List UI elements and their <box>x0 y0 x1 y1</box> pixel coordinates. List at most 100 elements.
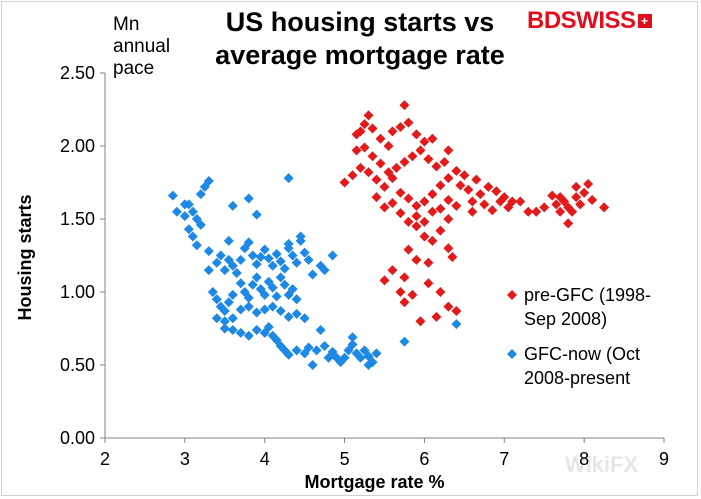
gfc-now-point <box>227 200 238 211</box>
gfc-now-point <box>255 251 266 262</box>
y-tick-label: 2.50 <box>60 63 95 83</box>
pre-gfc-point <box>363 167 374 178</box>
legend-marker <box>507 290 517 300</box>
gfc-now-point <box>287 250 298 261</box>
pre-gfc-point <box>443 173 454 184</box>
pre-gfc-point <box>403 193 414 204</box>
gfc-now-point <box>243 292 254 303</box>
gfc-now-point <box>167 190 178 201</box>
x-tick-label: 2 <box>100 449 110 469</box>
gfc-now-point <box>211 313 222 324</box>
pre-gfc-point <box>427 189 438 200</box>
pre-gfc-point <box>399 297 410 308</box>
pre-gfc-point <box>599 202 610 213</box>
pre-gfc-point <box>555 206 566 217</box>
legend-label: Sep 2008) <box>524 309 607 329</box>
pre-gfc-point <box>471 174 482 185</box>
chart-title-line-1: US housing starts vs <box>225 7 495 37</box>
gfc-now-point <box>251 324 262 335</box>
gfc-now-point <box>259 244 270 255</box>
pre-gfc-point <box>367 123 378 134</box>
x-tick-label: 3 <box>180 449 190 469</box>
gfc-now-point <box>267 301 278 312</box>
pre-gfc-point <box>435 287 446 297</box>
pre-gfc-point <box>575 199 586 210</box>
pre-gfc-point <box>443 214 454 224</box>
legend: pre-GFC (1998- Sep 2008) GFC-now (Oct 2008-… <box>507 285 651 388</box>
pre-gfc-point <box>379 275 390 286</box>
pre-gfc-point <box>383 141 394 151</box>
pre-gfc-point <box>403 117 414 128</box>
gfc-now-point <box>263 253 274 264</box>
x-tick-label: 4 <box>260 449 270 469</box>
y-unit-line-1: Mn <box>113 14 140 35</box>
legend-label: pre-GFC (1998- <box>524 285 651 305</box>
pre-gfc-point <box>435 203 446 214</box>
gfc-now-point <box>283 349 294 360</box>
brand-logo: BDSWISS + <box>527 7 652 34</box>
gfc-now-point <box>179 211 190 222</box>
legend-marker <box>507 349 517 359</box>
pre-gfc-point <box>399 272 410 283</box>
pre-gfc-point <box>567 206 578 217</box>
pre-gfc-point <box>375 158 386 169</box>
gfc-now-point <box>347 332 358 343</box>
pre-gfc-point <box>403 216 414 227</box>
gfc-now-point <box>195 219 206 230</box>
gfc-now-point <box>291 257 302 268</box>
plus-icon: + <box>637 14 652 28</box>
gfc-now-point <box>187 206 198 217</box>
gfc-now-point <box>183 224 194 235</box>
pre-gfc-point <box>531 206 542 217</box>
gfc-now-point <box>219 316 230 327</box>
pre-gfc-point <box>439 157 450 168</box>
pre-gfc-point <box>459 170 470 181</box>
y-unit-line-3: pace <box>113 58 155 79</box>
pre-gfc-point <box>347 170 358 181</box>
gfc-now-point <box>187 231 198 242</box>
gfc-now-point <box>283 173 294 184</box>
gfc-now-point <box>191 240 202 251</box>
gfc-now-point <box>203 246 214 257</box>
data-points <box>167 100 610 370</box>
gfc-now-point <box>275 272 286 283</box>
gfc-now-point <box>231 268 242 279</box>
pre-gfc-point <box>399 157 410 168</box>
gfc-now-point <box>299 313 310 324</box>
y-unit-line-2: annual <box>113 36 171 57</box>
gfc-now-point <box>247 279 258 290</box>
pre-gfc-point <box>363 110 374 121</box>
axes: 0.00 0.50 1.00 1.50 2.00 2.50 2 3 4 5 6 7 8 9 <box>60 63 669 469</box>
pre-gfc-point <box>443 145 454 156</box>
gfc-now-point <box>279 263 290 274</box>
gfc-now-point <box>227 289 238 300</box>
gfc-now-point <box>243 301 254 312</box>
gfc-now-point <box>283 311 294 322</box>
pre-gfc-point <box>451 305 462 316</box>
pre-gfc-point <box>403 244 414 255</box>
pre-gfc-point <box>415 316 426 327</box>
pre-gfc-point <box>339 177 350 188</box>
gfc-now-point <box>271 249 282 260</box>
legend-label: GFC-now (Oct <box>524 344 640 364</box>
pre-gfc-point <box>411 200 422 211</box>
gfc-now-point <box>339 352 350 363</box>
gfc-now-point <box>179 199 190 210</box>
gfc-now-point <box>355 352 366 363</box>
pre-gfc-point <box>451 200 462 211</box>
pre-gfc-point <box>367 151 378 162</box>
gfc-now-point <box>267 282 278 293</box>
y-tick-label: 1.00 <box>60 282 95 302</box>
x-tick-label: 8 <box>579 449 589 469</box>
pre-gfc-point <box>415 145 426 156</box>
pre-gfc-point <box>443 301 454 312</box>
gfc-now-point <box>251 272 262 283</box>
pre-gfc-point <box>447 251 458 262</box>
gfc-now-point <box>251 209 262 220</box>
pre-gfc-point <box>523 206 534 217</box>
pre-gfc-point <box>411 129 422 140</box>
pre-gfc-point <box>395 208 406 219</box>
pre-gfc-point <box>563 218 574 229</box>
gfc-now-point <box>283 238 294 249</box>
